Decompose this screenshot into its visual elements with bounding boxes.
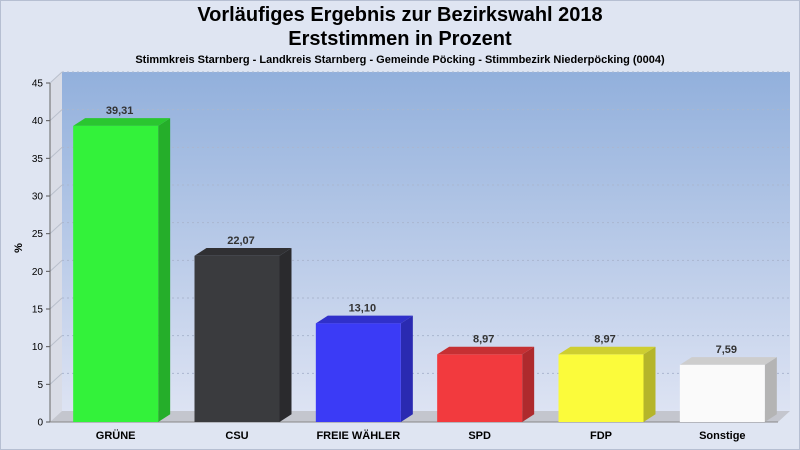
data-label: 8,97 [473,334,494,346]
y-tick-label: 5 [37,380,43,391]
x-tick-label: Sonstige [699,430,745,442]
bar-front [679,364,765,422]
y-tick-label: 40 [32,116,44,127]
y-tick-label: 25 [32,229,44,240]
chart-title: Vorläufiges Ergebnis zur Bezirkswahl 201… [197,4,603,26]
bar-side [764,357,777,422]
data-label: 22,07 [227,235,255,247]
bar-front [73,125,159,422]
bar-top [194,248,292,256]
gridline-side [49,146,63,159]
x-tick-label: FDP [590,430,612,442]
gridline-side [49,259,63,272]
gridline-side [49,372,63,385]
y-tick-label: 30 [32,192,44,203]
bar-top [437,346,535,355]
y-axis-label: % [13,243,25,253]
chart-subtitle: Stimmkreis Starnberg - Landkreis Starnbe… [135,54,665,66]
gridline-side [49,222,63,235]
x-tick-label: FREIE WÄHLER [316,429,400,442]
bar-front [315,323,401,422]
bar [315,315,413,422]
gridline-side [49,109,63,122]
bar-side [643,346,656,422]
bar-side [158,118,171,422]
bar-top [679,357,777,365]
bar-top [558,346,656,355]
y-tick-label: 35 [32,154,44,165]
bar-side [400,315,413,422]
bar [558,346,656,422]
y-tick-label: 0 [37,418,43,429]
data-label: 7,59 [716,344,737,356]
gridline-side [49,335,63,348]
data-label: 39,31 [106,105,134,117]
y-tick-label: 15 [32,305,44,316]
bar-top [73,118,171,126]
y-tick-label: 10 [32,342,44,353]
y-tick-label: 45 [32,79,44,90]
bar-front [437,354,523,422]
bar-side [522,346,535,422]
bar-front [194,255,280,422]
gridline-side [49,184,63,197]
data-label: 8,97 [594,334,615,346]
x-tick-label: CSU [225,430,248,442]
data-label: 13,10 [349,303,377,315]
x-tick-label: SPD [468,430,491,442]
bar-side [279,248,292,422]
bar [194,248,292,422]
bar [679,357,777,422]
bar [437,346,535,422]
y-tick-label: 20 [32,267,44,278]
bar-top [315,315,413,324]
plot-side-wall [50,72,62,422]
bar [73,118,171,422]
plot-background [62,72,790,411]
gridline-side [49,297,63,310]
x-tick-label: GRÜNE [96,429,136,442]
chart-title-secondary: Erststimmen in Prozent [288,28,512,50]
bar-front [558,354,644,422]
gridline-side [49,71,63,84]
